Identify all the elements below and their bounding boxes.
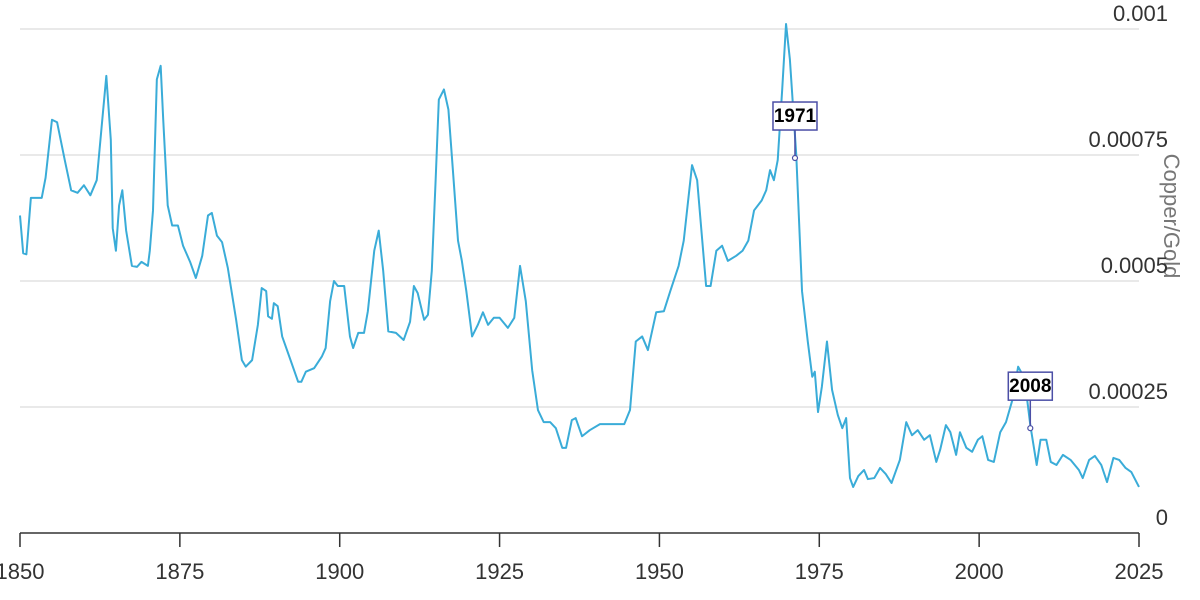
x-tick-label: 1850 xyxy=(0,559,44,584)
annotation-point xyxy=(1027,425,1034,432)
x-tick-label: 1875 xyxy=(155,559,204,584)
y-axis-title: Copper/Gold xyxy=(1159,154,1184,279)
y-tick-label: 0.00025 xyxy=(1088,379,1168,404)
x-tick-label: 1950 xyxy=(635,559,684,584)
annotation-label: 2008 xyxy=(1009,376,1051,397)
annotation-box xyxy=(772,101,818,131)
data-line xyxy=(19,22,1140,488)
x-tick-label: 1975 xyxy=(795,559,844,584)
y-tick-label: 0 xyxy=(1156,505,1168,530)
annotation-label: 1971 xyxy=(774,106,817,127)
x-tick-label: 1900 xyxy=(315,559,364,584)
y-tick-label: 0.00075 xyxy=(1088,127,1168,152)
annotation-box xyxy=(1007,371,1054,401)
annotation-point xyxy=(791,154,799,162)
y-tick-label: 0.001 xyxy=(1113,1,1168,26)
y-tick-label: 0.0005 xyxy=(1101,253,1168,278)
x-tick-label: 2000 xyxy=(955,559,1004,584)
x-tick-label: 2025 xyxy=(1115,559,1164,584)
x-tick-label: 1925 xyxy=(475,559,524,584)
